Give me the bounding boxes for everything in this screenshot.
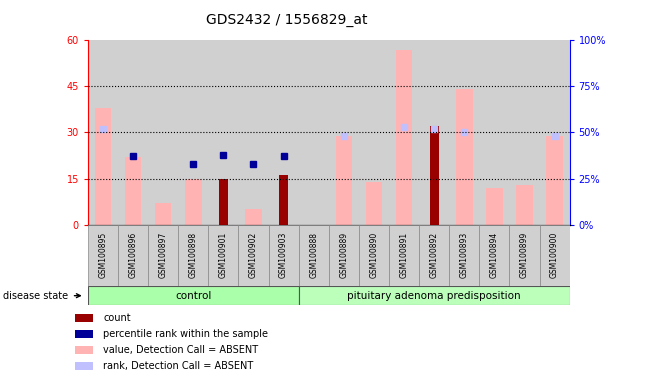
Text: GSM100893: GSM100893 — [460, 232, 469, 278]
Text: GSM100894: GSM100894 — [490, 232, 499, 278]
Bar — [125, 157, 141, 225]
FancyBboxPatch shape — [479, 225, 510, 286]
Bar — [449, 40, 479, 225]
Bar — [269, 40, 299, 225]
Bar — [208, 40, 238, 225]
Bar — [279, 175, 288, 225]
FancyBboxPatch shape — [359, 225, 389, 286]
Bar — [389, 40, 419, 225]
Bar — [456, 89, 473, 225]
FancyBboxPatch shape — [540, 225, 570, 286]
Bar — [366, 182, 382, 225]
FancyBboxPatch shape — [510, 225, 540, 286]
Text: rank, Detection Call = ABSENT: rank, Detection Call = ABSENT — [104, 361, 254, 371]
FancyBboxPatch shape — [329, 225, 359, 286]
Text: GSM100903: GSM100903 — [279, 232, 288, 278]
Text: GSM100900: GSM100900 — [550, 232, 559, 278]
Text: GSM100898: GSM100898 — [189, 232, 198, 278]
Text: GSM100888: GSM100888 — [309, 232, 318, 278]
Text: disease state: disease state — [3, 291, 68, 301]
Bar — [94, 108, 111, 225]
Text: GSM100901: GSM100901 — [219, 232, 228, 278]
Bar — [118, 40, 148, 225]
Text: value, Detection Call = ABSENT: value, Detection Call = ABSENT — [104, 345, 258, 355]
Text: GSM100889: GSM100889 — [339, 232, 348, 278]
Text: GSM100896: GSM100896 — [128, 232, 137, 278]
Text: GSM100902: GSM100902 — [249, 232, 258, 278]
Bar — [178, 40, 208, 225]
Bar — [510, 40, 540, 225]
FancyBboxPatch shape — [88, 225, 118, 286]
FancyBboxPatch shape — [208, 225, 238, 286]
FancyBboxPatch shape — [389, 225, 419, 286]
FancyBboxPatch shape — [148, 225, 178, 286]
Bar — [299, 40, 329, 225]
Bar — [419, 40, 449, 225]
Bar — [546, 136, 563, 225]
FancyBboxPatch shape — [88, 286, 299, 305]
FancyBboxPatch shape — [299, 286, 570, 305]
Bar — [486, 188, 503, 225]
Bar — [329, 40, 359, 225]
Bar — [516, 185, 533, 225]
Text: GSM100890: GSM100890 — [369, 232, 378, 278]
FancyBboxPatch shape — [269, 225, 299, 286]
Text: GSM100895: GSM100895 — [98, 232, 107, 278]
Text: pituitary adenoma predisposition: pituitary adenoma predisposition — [348, 291, 521, 301]
Bar — [335, 136, 352, 225]
FancyBboxPatch shape — [238, 225, 269, 286]
Bar — [185, 179, 202, 225]
Bar — [88, 40, 118, 225]
Bar — [219, 179, 228, 225]
Bar — [238, 40, 269, 225]
Text: GSM100899: GSM100899 — [520, 232, 529, 278]
Text: GDS2432 / 1556829_at: GDS2432 / 1556829_at — [206, 13, 367, 27]
Bar — [75, 362, 93, 371]
Bar — [148, 40, 178, 225]
Bar — [479, 40, 510, 225]
FancyBboxPatch shape — [419, 225, 449, 286]
Bar — [430, 126, 439, 225]
Bar — [75, 314, 93, 322]
Bar — [359, 40, 389, 225]
Text: count: count — [104, 313, 131, 323]
Text: GSM100892: GSM100892 — [430, 232, 439, 278]
Bar — [155, 203, 171, 225]
Bar — [540, 40, 570, 225]
FancyBboxPatch shape — [118, 225, 148, 286]
FancyBboxPatch shape — [178, 225, 208, 286]
Bar — [75, 330, 93, 338]
Bar — [75, 346, 93, 354]
Text: percentile rank within the sample: percentile rank within the sample — [104, 329, 268, 339]
Text: control: control — [175, 291, 212, 301]
Text: GSM100891: GSM100891 — [400, 232, 409, 278]
FancyBboxPatch shape — [299, 225, 329, 286]
Bar — [396, 50, 412, 225]
Bar — [245, 209, 262, 225]
Text: GSM100897: GSM100897 — [159, 232, 168, 278]
FancyBboxPatch shape — [449, 225, 479, 286]
